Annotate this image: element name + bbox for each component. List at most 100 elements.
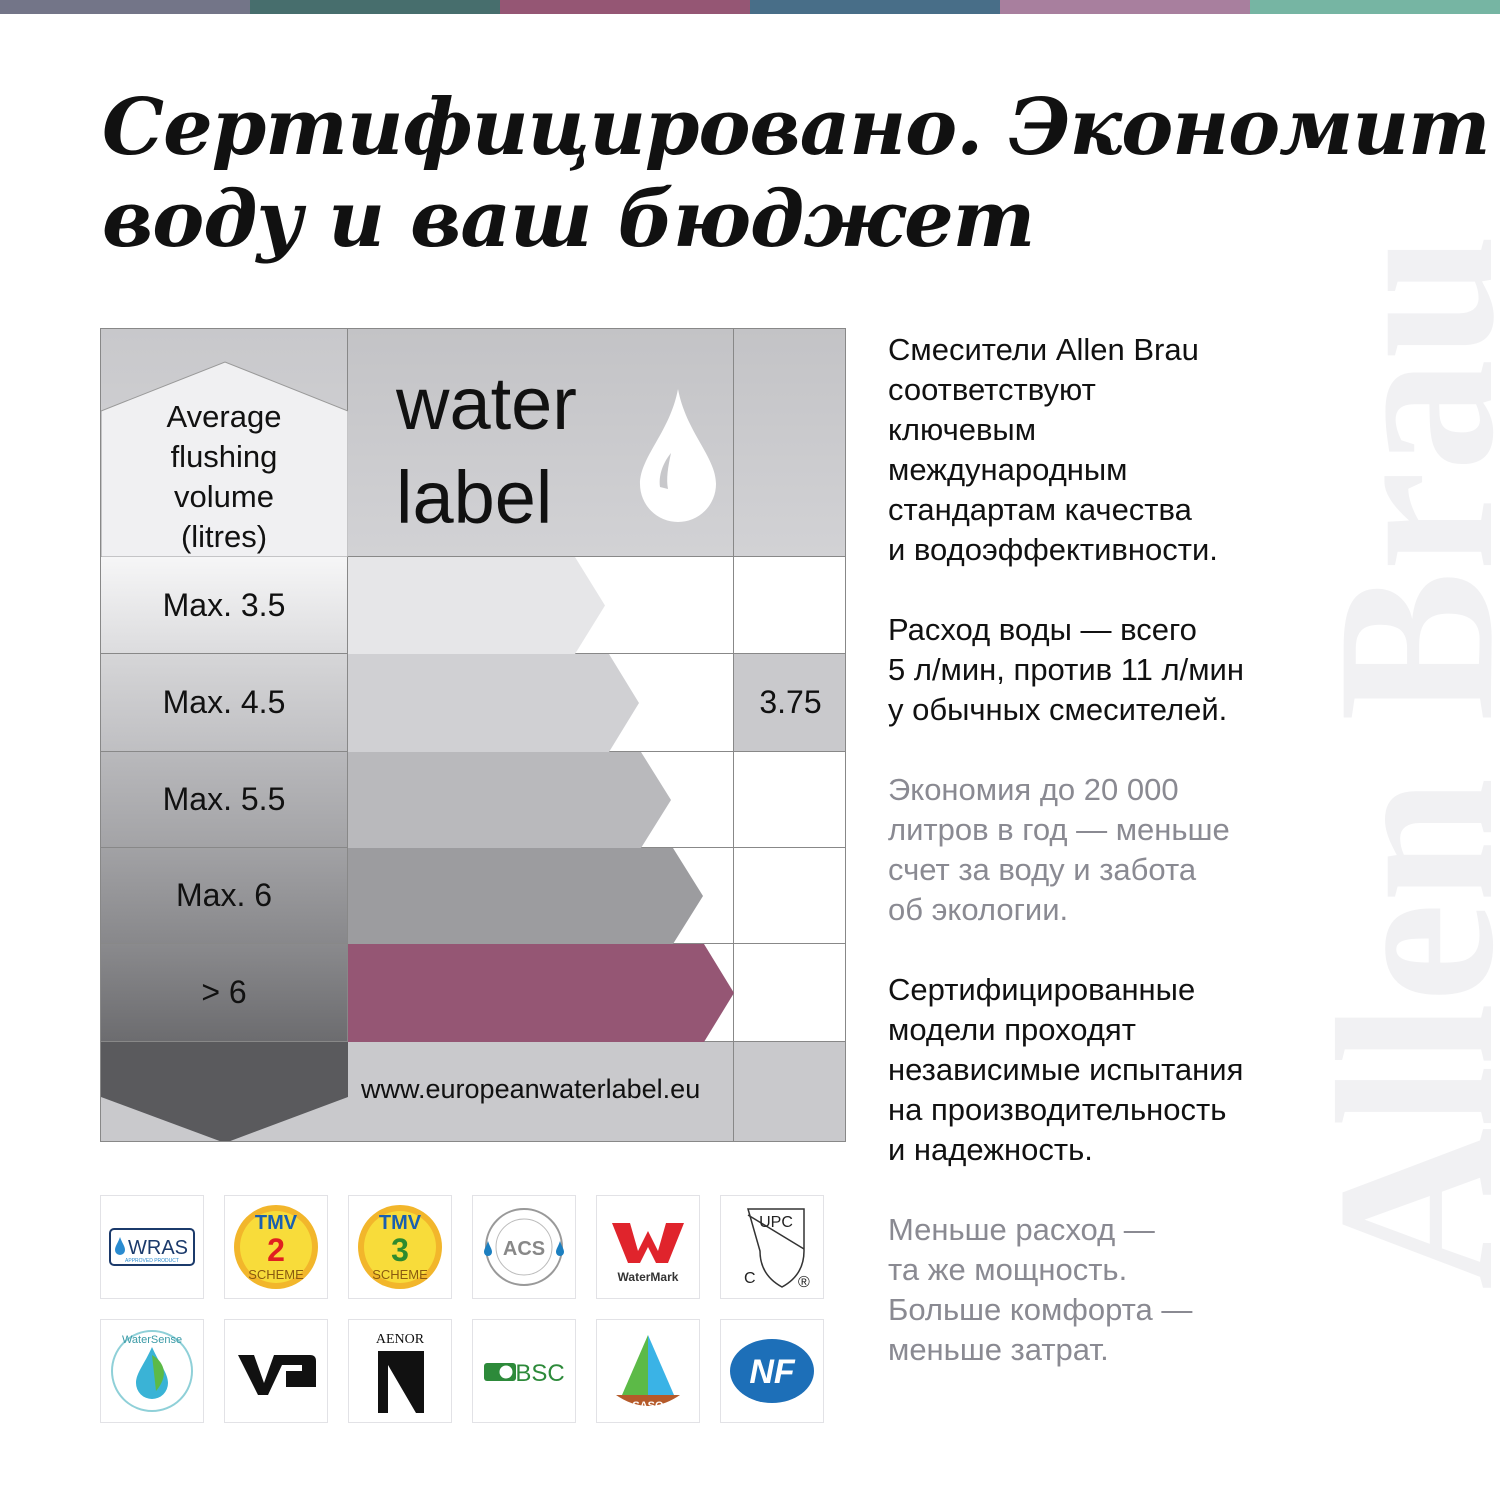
svg-text:WaterMark: WaterMark <box>618 1270 679 1284</box>
paragraph-line: стандартам качества <box>888 492 1192 527</box>
logo-watermark: WaterMark <box>596 1195 700 1299</box>
water-drop-icon <box>640 389 716 522</box>
logo-tmv3: TMV 3 SCHEME <box>348 1195 452 1299</box>
acs-logo-icon: ACS <box>484 1208 564 1286</box>
header-right <box>734 329 845 557</box>
brand-line-2: label <box>396 456 553 539</box>
paragraph-4: Сертифицированные модели проходят независи… <box>888 970 1308 1170</box>
paragraph-line: Больше комфорта — <box>888 1292 1193 1327</box>
row-value-cell <box>734 557 845 654</box>
paragraph-line: на производительность <box>888 1092 1227 1127</box>
logo-aenor: AENOR <box>348 1319 452 1423</box>
header-brand: water label <box>348 329 734 557</box>
label-url[interactable]: www.europeanwaterlabel.eu <box>361 1074 701 1104</box>
stripe-5 <box>1000 0 1250 14</box>
paragraph-3: Экономия до 20 000 литров в год — меньше с… <box>888 770 1308 930</box>
paragraph-line: та же мощность. <box>888 1252 1128 1287</box>
rating-arrow <box>348 752 671 848</box>
brand-text: water label <box>396 357 577 545</box>
row-value-cell <box>734 752 845 848</box>
paragraph-5: Меньше расход — та же мощность. Больше ком… <box>888 1210 1308 1370</box>
paragraph-line: 5 л/мин, против 11 л/мин <box>888 652 1244 687</box>
row-value-cell <box>734 944 845 1042</box>
stripe-3 <box>500 0 750 14</box>
watermark: Allen Brau <box>1290 233 1500 1290</box>
svg-text:2: 2 <box>267 1232 285 1268</box>
svg-text:SCHEME: SCHEME <box>372 1267 428 1282</box>
paragraph-1: Смесители Allen Brau соответствуют ключевы… <box>888 330 1308 570</box>
va-logo-icon <box>238 1355 316 1395</box>
svg-text:®: ® <box>798 1274 810 1291</box>
header-line: volume <box>174 479 274 514</box>
row-label-cell: Max. 3.5 <box>101 557 348 654</box>
brand-line-1: water <box>396 362 577 445</box>
rating-arrow <box>348 848 703 944</box>
pentagon-shape <box>101 361 348 557</box>
svg-text:WaterSense: WaterSense <box>122 1334 182 1346</box>
paragraph-line: у обычных смесителей. <box>888 692 1228 727</box>
rating-arrow <box>348 557 605 654</box>
paragraph-line: соответствуют <box>888 372 1096 407</box>
paragraph-2: Расход воды — всего 5 л/мин, против 11 л/… <box>888 610 1308 730</box>
logo-nf: NF <box>720 1319 824 1423</box>
logo-va <box>224 1319 328 1423</box>
svg-text:C: C <box>744 1270 756 1287</box>
row-bar-cell <box>348 752 734 848</box>
row-value: 3.75 <box>759 684 822 720</box>
row-label: Max. 6 <box>175 877 273 913</box>
paragraph-line: модели проходят <box>888 1012 1136 1047</box>
logo-wras: WRAS APPROVED PRODUCT <box>100 1195 204 1299</box>
row-label: > 6 <box>201 974 247 1010</box>
logo-tmv2: TMV 2 SCHEME <box>224 1195 328 1299</box>
rating-arrow <box>348 654 639 752</box>
stripe-4 <box>750 0 1000 14</box>
header-line: flushing <box>170 439 278 474</box>
stripe-1 <box>0 0 250 14</box>
header-left: Average flushing volume (litres) <box>101 329 348 557</box>
svg-text:TMV: TMV <box>255 1212 298 1234</box>
row-label-cell: Max. 5.5 <box>101 752 348 848</box>
stripe-6 <box>1250 0 1500 14</box>
paragraph-line: и надежность. <box>888 1132 1093 1167</box>
page-title: Сертифицировано. Экономит воду и ваш бюд… <box>102 82 1491 266</box>
paragraph-line: об экологии. <box>888 892 1069 927</box>
rating-arrow <box>348 944 734 1042</box>
logo-saso: SASO <box>596 1319 700 1423</box>
water-label: Average flushing volume (litres) water l… <box>100 328 846 1142</box>
watermark-logo-icon: WaterMark <box>612 1223 684 1284</box>
nf-logo-icon: NF <box>730 1339 814 1403</box>
paragraph-line: независимые испытания <box>888 1052 1244 1087</box>
paragraph-line: счет за воду и забота <box>888 852 1197 887</box>
logo-bsc: BSC <box>472 1319 576 1423</box>
saso-logo-icon: SASO <box>616 1335 680 1412</box>
svg-text:AENOR: AENOR <box>376 1332 425 1347</box>
svg-text:TMV: TMV <box>379 1212 422 1234</box>
bsc-logo-icon: BSC <box>484 1360 565 1387</box>
row-label-cell: Max. 6 <box>101 848 348 944</box>
row-label: Max. 4.5 <box>162 684 286 720</box>
svg-text:BSC: BSC <box>515 1360 564 1387</box>
paragraph-line: Экономия до 20 000 <box>888 772 1179 807</box>
watersense-logo-icon: WaterSense <box>111 1330 193 1412</box>
logo-upc: UPC C ® <box>720 1195 824 1299</box>
row-bar-cell <box>348 944 734 1042</box>
svg-text:SASO: SASO <box>632 1400 664 1412</box>
title-line-2: воду и ваш бюджет <box>102 174 1035 265</box>
svg-text:WRAS: WRAS <box>128 1237 188 1259</box>
svg-text:UPC: UPC <box>759 1214 793 1231</box>
row-label-cell: Max. 4.5 <box>101 654 348 752</box>
header-left-text: Average flushing volume (litres) <box>101 397 347 557</box>
svg-text:SCHEME: SCHEME <box>248 1267 304 1282</box>
row-label-cell: > 6 <box>101 944 348 1042</box>
aenor-logo-icon: AENOR <box>376 1332 425 1413</box>
svg-text:ACS: ACS <box>503 1238 545 1260</box>
row-value-cell: 3.75 <box>734 654 845 752</box>
row-value-cell <box>734 848 845 944</box>
paragraph-line: Сертифицированные <box>888 972 1196 1007</box>
svg-text:3: 3 <box>391 1232 409 1268</box>
svg-text:NF: NF <box>749 1353 796 1391</box>
upc-logo-icon: UPC C ® <box>744 1208 810 1291</box>
row-bar-cell <box>348 654 734 752</box>
paragraph-line: Меньше расход — <box>888 1212 1155 1247</box>
